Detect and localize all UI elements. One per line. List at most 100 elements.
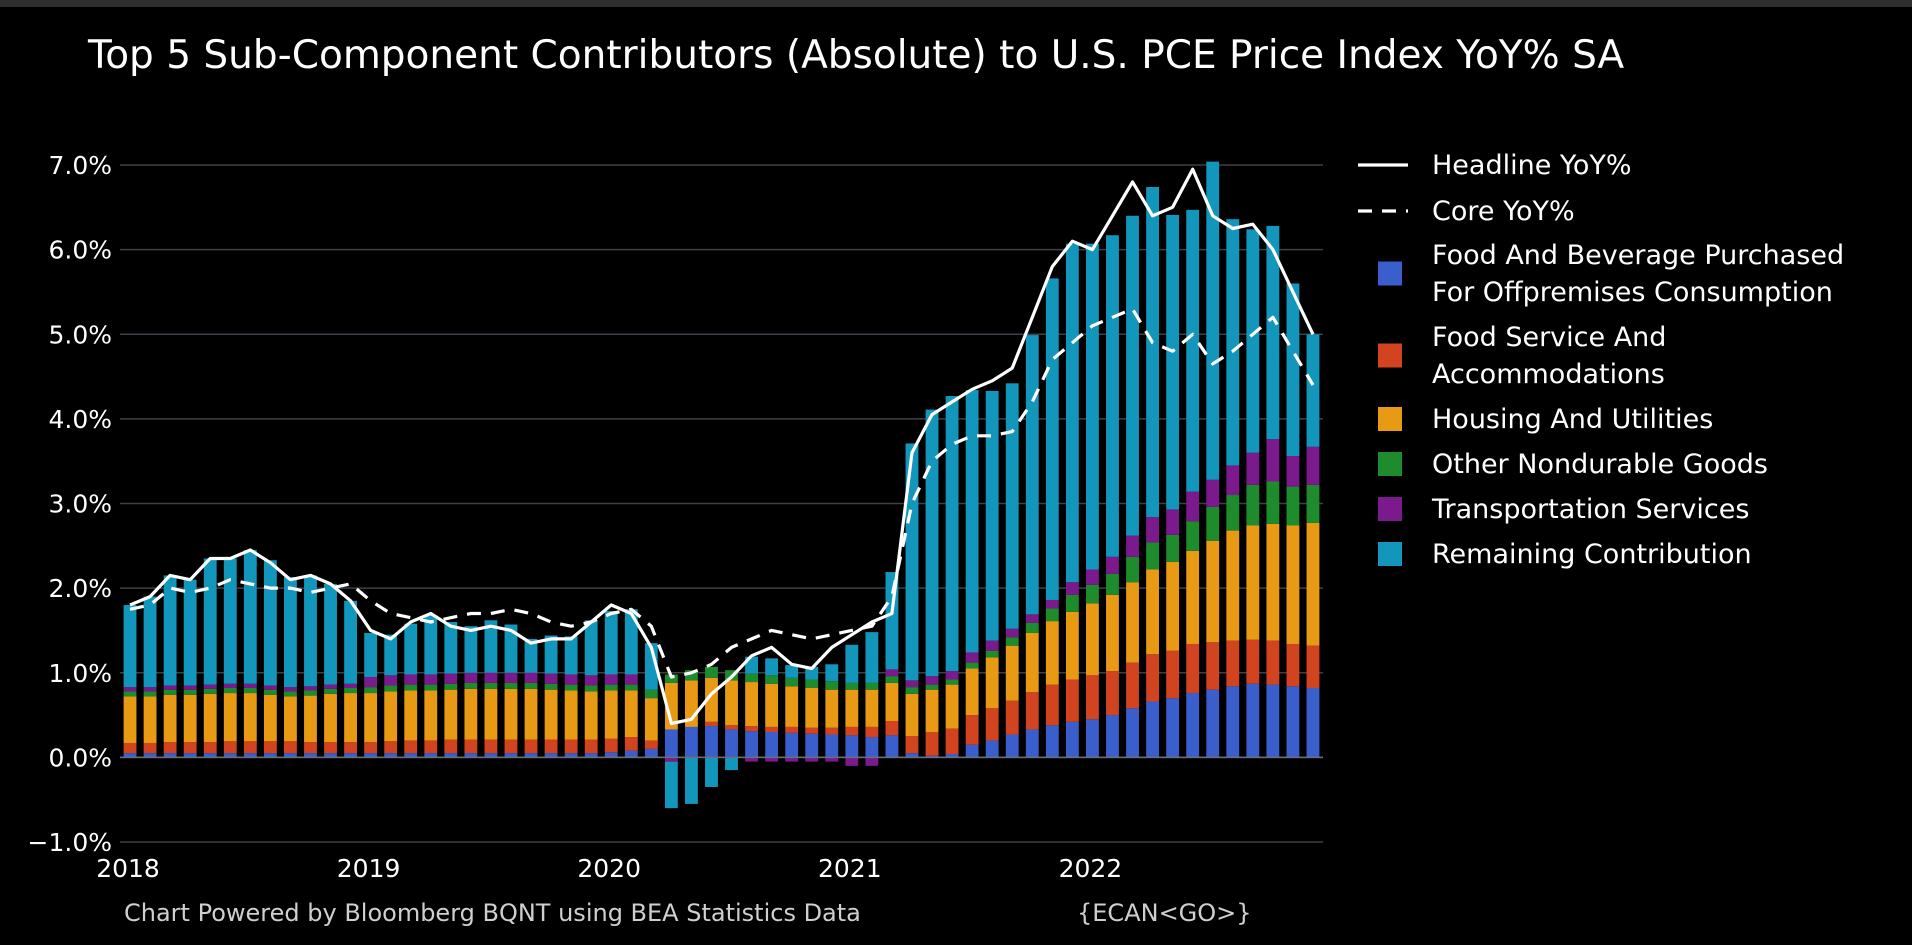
bar-segment: [584, 685, 598, 692]
bar-segment: [805, 757, 819, 762]
bar-segment: [484, 739, 498, 754]
bar-segment: [805, 733, 819, 758]
bar-segment: [644, 748, 658, 758]
bar-segment: [584, 753, 598, 758]
bar-segment: [284, 687, 297, 692]
bar-segment: [183, 689, 197, 695]
series-line: [129, 167, 1315, 726]
bar-segment: [825, 681, 839, 690]
bar-segment: [925, 731, 939, 756]
bar-segment: [504, 682, 518, 689]
bar-segment: [544, 635, 558, 674]
bar-segment: [324, 684, 337, 689]
bar-segment: [524, 753, 538, 758]
y-tick-label: 5.0%: [48, 320, 112, 349]
grid-lines: [120, 164, 1323, 843]
bar-segment: [965, 662, 979, 669]
bar-segment: [1045, 608, 1059, 622]
bar-segment: [444, 673, 458, 684]
legend-label: Food Service And Accommodations: [1432, 322, 1666, 390]
bar-segment: [604, 752, 618, 758]
bar-segment: [1286, 486, 1300, 526]
bar-segment: [765, 675, 779, 684]
bar-segment: [985, 390, 999, 641]
bar-segment: [845, 726, 859, 736]
bar-segment: [1226, 219, 1240, 466]
bar-segment: [1166, 509, 1180, 535]
bar-segment: [945, 396, 959, 672]
bar-segment: [1005, 700, 1019, 735]
bar-segment: [825, 727, 839, 735]
bar-segment: [1025, 614, 1039, 623]
bar-segment: [123, 753, 137, 758]
bar-segment: [945, 684, 959, 729]
bar-segment: [163, 753, 177, 758]
bar-segment: [304, 686, 317, 691]
bar-segment: [424, 684, 438, 691]
bar-segment: [785, 732, 799, 758]
bar-segment: [1106, 556, 1119, 574]
bar-segment: [1306, 334, 1320, 447]
bar-segment: [1226, 465, 1240, 496]
bar-segment: [143, 742, 157, 754]
bar-segment: [1025, 335, 1039, 615]
bar-segment: [905, 736, 919, 754]
bar-segment: [123, 696, 137, 743]
bar-segment: [243, 687, 257, 694]
bar-segment: [825, 664, 839, 682]
bar-segment: [1306, 645, 1320, 688]
bar-segment: [985, 657, 999, 709]
bar-segment: [765, 731, 779, 758]
bar-segment: [865, 726, 879, 738]
bar-segment: [243, 741, 257, 754]
legend-color-swatch: [1378, 343, 1402, 368]
bar-segment: [344, 742, 357, 754]
y-tick-label: 2.0%: [48, 574, 112, 603]
y-tick-label: 1.0%: [48, 659, 112, 688]
bar-segment: [1086, 569, 1099, 585]
x-tick-label: 2020: [577, 854, 641, 883]
bar-segment: [1146, 187, 1159, 518]
bar-segment: [1065, 243, 1079, 583]
bar-segment: [404, 674, 418, 685]
bar-segment: [203, 688, 217, 694]
bar-segment: [324, 753, 337, 758]
bar-segment: [604, 684, 618, 691]
bar-segment: [1126, 662, 1139, 709]
bar-segment: [865, 757, 879, 766]
bar-segment: [324, 693, 337, 743]
bar-segment: [885, 676, 899, 683]
bar-segment: [404, 740, 418, 754]
bar-segment: [644, 740, 658, 749]
y-tick-label: 4.0%: [48, 405, 112, 434]
bar-segment: [1126, 535, 1139, 557]
bar-segment: [344, 693, 357, 743]
bar-segment: [304, 695, 317, 743]
bar-segment: [1306, 522, 1320, 646]
bar-segment: [1106, 594, 1119, 672]
bar-segment: [865, 632, 879, 683]
bar-segment: [885, 720, 899, 736]
y-tick-label: 3.0%: [48, 490, 112, 519]
bar-segment: [183, 753, 197, 758]
legend-color-swatch: [1378, 452, 1402, 476]
bar-segment: [925, 676, 939, 685]
bar-segment: [745, 726, 758, 732]
bar-segment: [524, 688, 538, 740]
x-axis: 2018 2019 2020 2021 2022: [96, 854, 1122, 883]
bar-segment: [725, 757, 738, 771]
bar-segment: [1306, 484, 1320, 523]
bar-segment: [1106, 235, 1119, 557]
bar-segment: [1186, 521, 1200, 551]
bar-segment: [664, 674, 678, 683]
bar-segment: [263, 741, 277, 754]
bar-segment: [1065, 582, 1079, 595]
bar-segment: [805, 679, 819, 688]
bar-segment: [644, 689, 658, 699]
bar-segment: [444, 683, 458, 690]
bar-segment: [203, 753, 217, 758]
bar-segment: [424, 740, 438, 754]
bar-segment: [504, 688, 518, 740]
bar-segment: [284, 741, 297, 754]
bar-series: [123, 161, 1320, 809]
